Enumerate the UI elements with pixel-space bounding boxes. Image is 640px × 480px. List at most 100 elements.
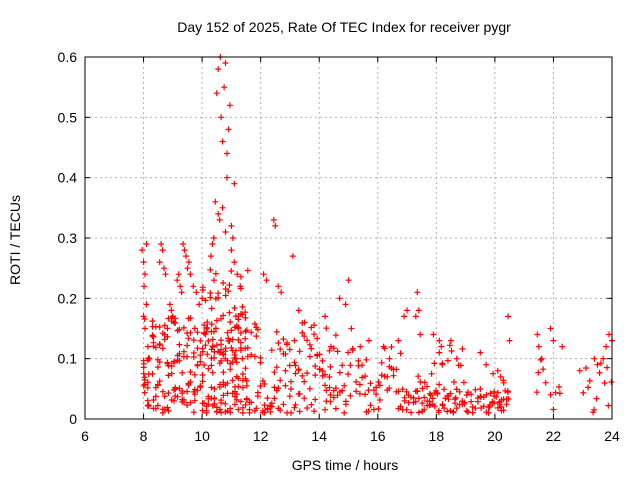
data-point xyxy=(184,265,191,272)
y-tick-label: 0.6 xyxy=(58,49,78,65)
data-point xyxy=(403,388,410,395)
data-point xyxy=(197,337,204,344)
data-point xyxy=(412,313,419,320)
data-point xyxy=(180,241,187,247)
data-point xyxy=(477,349,484,356)
data-point xyxy=(436,349,443,356)
data-point xyxy=(191,391,198,398)
data-point xyxy=(232,347,239,354)
data-point xyxy=(339,387,346,394)
data-point xyxy=(260,271,267,278)
data-point xyxy=(534,331,541,338)
data-point xyxy=(169,313,176,320)
y-tick-label: 0.1 xyxy=(58,351,78,367)
data-point xyxy=(184,342,191,349)
data-point xyxy=(436,381,443,388)
data-point xyxy=(291,337,298,344)
data-point xyxy=(219,138,226,145)
data-point xyxy=(496,401,503,408)
data-point xyxy=(395,388,402,395)
data-point xyxy=(253,405,260,412)
data-point xyxy=(237,330,244,336)
data-point xyxy=(277,346,284,353)
data-point xyxy=(187,315,194,322)
data-point xyxy=(576,367,583,374)
data-point xyxy=(483,391,490,398)
data-point xyxy=(438,343,445,350)
data-point xyxy=(275,385,282,392)
data-point xyxy=(296,348,303,355)
data-point xyxy=(359,362,366,369)
data-point xyxy=(218,337,224,344)
data-point xyxy=(280,401,287,408)
x-tick-label: 22 xyxy=(546,428,562,444)
data-point xyxy=(601,380,608,386)
data-point xyxy=(547,325,554,332)
data-point xyxy=(414,388,421,395)
data-point xyxy=(605,402,612,409)
data-point xyxy=(373,391,380,398)
data-point xyxy=(199,348,206,355)
data-point xyxy=(140,259,147,266)
data-point xyxy=(453,405,460,412)
data-point xyxy=(218,315,224,322)
x-tick-label: 8 xyxy=(140,428,148,444)
data-point xyxy=(316,351,323,358)
data-point xyxy=(426,390,433,397)
data-point xyxy=(218,357,225,364)
y-tick-label: 0.3 xyxy=(58,230,78,246)
data-point xyxy=(497,373,504,380)
data-point xyxy=(190,337,197,344)
data-point xyxy=(415,373,422,380)
data-point xyxy=(431,360,438,367)
data-point xyxy=(166,301,173,308)
data-point xyxy=(165,372,172,379)
data-point xyxy=(304,337,311,344)
data-point xyxy=(271,384,278,391)
data-point xyxy=(505,313,512,320)
data-point xyxy=(312,363,319,369)
data-point xyxy=(248,399,255,406)
data-point xyxy=(213,90,220,97)
data-point xyxy=(376,397,383,403)
data-point xyxy=(280,336,287,343)
data-point xyxy=(494,389,501,396)
data-point xyxy=(220,351,227,358)
data-point xyxy=(235,375,242,382)
data-point xyxy=(591,355,598,362)
data-point xyxy=(199,378,206,385)
data-point xyxy=(500,379,507,386)
data-point xyxy=(384,373,391,380)
data-point xyxy=(208,305,215,312)
data-point xyxy=(180,324,187,331)
data-point xyxy=(224,380,231,387)
data-point xyxy=(196,301,203,308)
data-point xyxy=(184,353,191,360)
data-point xyxy=(205,365,212,372)
data-point xyxy=(142,325,148,332)
data-point xyxy=(213,342,220,349)
data-point xyxy=(547,391,554,398)
data-point xyxy=(345,349,352,356)
data-point xyxy=(363,356,370,363)
data-point xyxy=(176,326,183,333)
data-point xyxy=(472,405,479,412)
data-point xyxy=(404,307,411,314)
data-point xyxy=(156,378,163,385)
data-point xyxy=(184,402,191,408)
data-point xyxy=(336,295,343,302)
data-point xyxy=(210,235,217,241)
data-point xyxy=(278,289,285,296)
data-point xyxy=(251,353,258,360)
data-point xyxy=(502,387,509,394)
data-point xyxy=(187,329,194,336)
data-point xyxy=(194,362,201,369)
data-point xyxy=(199,372,206,378)
data-point xyxy=(207,290,214,296)
data-point xyxy=(380,343,387,350)
data-point xyxy=(367,380,374,387)
data-point xyxy=(222,229,229,235)
data-point xyxy=(296,408,303,415)
data-point xyxy=(226,282,233,288)
data-point xyxy=(243,382,250,389)
